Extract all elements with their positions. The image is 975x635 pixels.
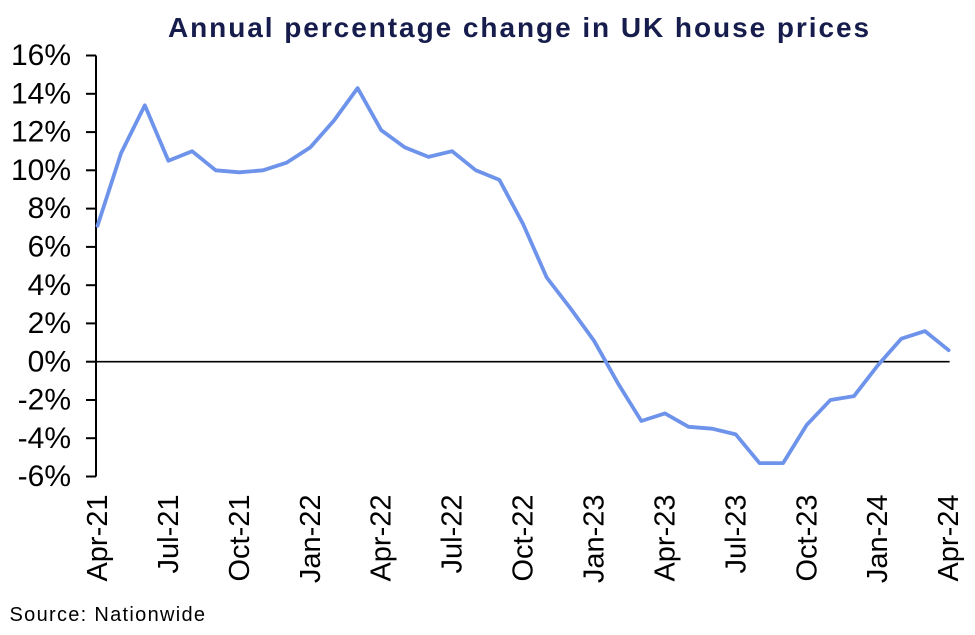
svg-text:Jul-22: Jul-22 xyxy=(437,495,469,574)
svg-text:Jan-22: Jan-22 xyxy=(295,495,327,584)
svg-text:Oct-21: Oct-21 xyxy=(224,495,256,582)
svg-text:-2%: -2% xyxy=(18,384,71,417)
svg-text:Jan-24: Jan-24 xyxy=(862,495,894,584)
svg-text:6%: 6% xyxy=(28,231,71,264)
svg-text:Apr-23: Apr-23 xyxy=(649,495,681,582)
svg-text:0%: 0% xyxy=(28,345,71,378)
svg-text:Oct-23: Oct-23 xyxy=(791,495,823,582)
svg-text:Jul-23: Jul-23 xyxy=(720,495,752,574)
svg-text:Jan-23: Jan-23 xyxy=(579,495,611,584)
svg-text:Annual percentage change in UK: Annual percentage change in UK house pri… xyxy=(168,12,871,43)
svg-text:16%: 16% xyxy=(11,39,71,72)
svg-text:10%: 10% xyxy=(11,154,71,187)
svg-text:Source: Nationwide: Source: Nationwide xyxy=(10,604,207,626)
svg-text:Apr-22: Apr-22 xyxy=(366,495,398,582)
svg-text:Apr-24: Apr-24 xyxy=(933,495,965,582)
svg-text:Oct-22: Oct-22 xyxy=(508,495,540,582)
svg-text:2%: 2% xyxy=(28,307,71,340)
svg-text:Jul-21: Jul-21 xyxy=(153,495,185,574)
svg-text:8%: 8% xyxy=(28,192,71,225)
svg-text:14%: 14% xyxy=(11,77,71,110)
svg-text:-4%: -4% xyxy=(18,422,71,455)
svg-text:12%: 12% xyxy=(11,116,71,149)
svg-text:Apr-21: Apr-21 xyxy=(82,495,114,582)
svg-text:-6%: -6% xyxy=(18,460,71,493)
svg-text:4%: 4% xyxy=(28,269,71,302)
